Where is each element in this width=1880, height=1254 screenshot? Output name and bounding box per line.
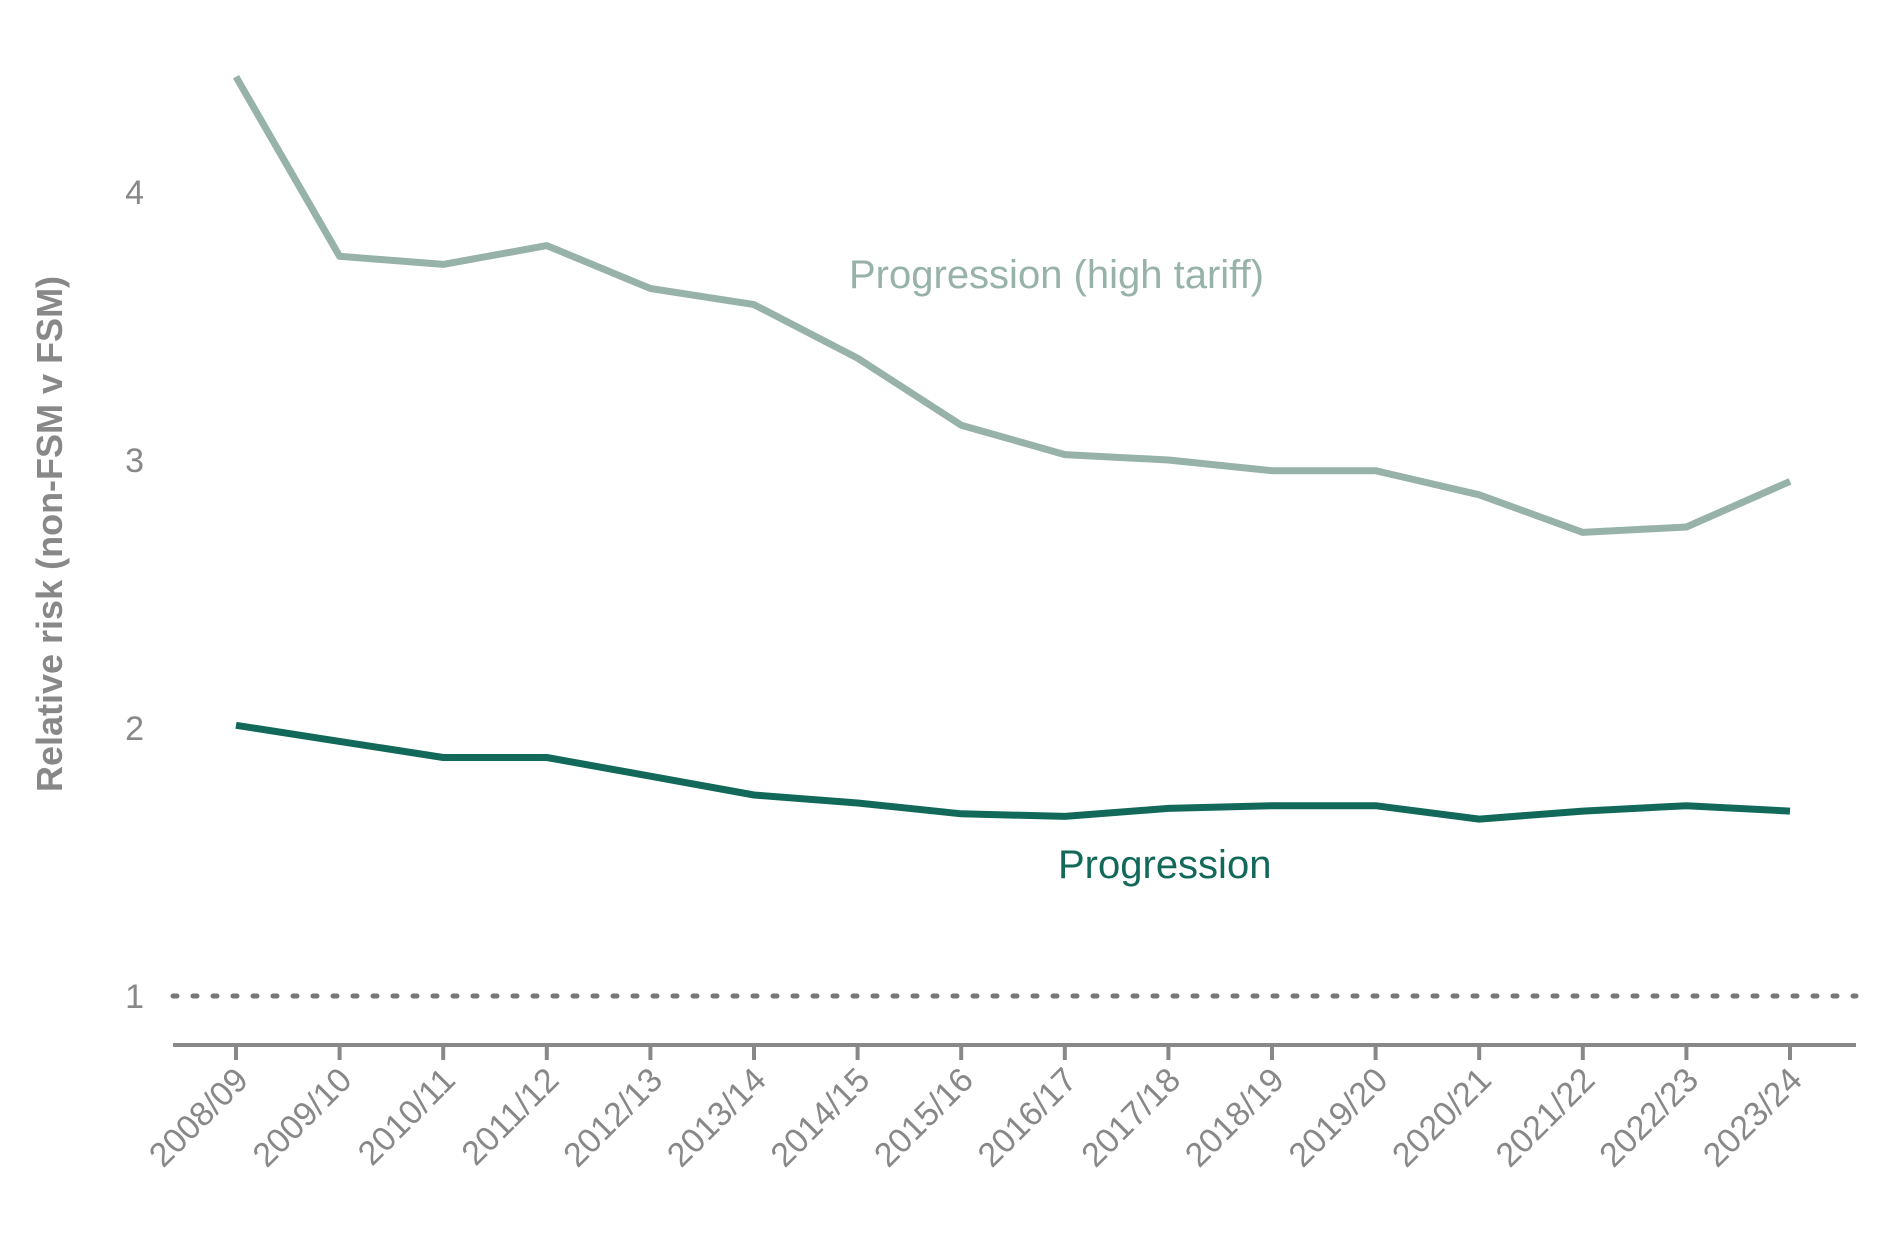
x-tick-label: 2020/21	[1385, 1061, 1499, 1175]
y-tick-label: 3	[125, 442, 144, 480]
y-tick-label: 4	[125, 174, 144, 212]
x-axis-ticks: 2008/092009/102010/112011/122012/132013/…	[142, 1045, 1810, 1175]
y-tick-label: 1	[125, 978, 144, 1016]
x-tick-label: 2023/24	[1696, 1061, 1810, 1175]
series-lines	[232, 75, 1792, 823]
series-line-progression-high-tariff	[232, 75, 1792, 536]
x-tick-label: 2008/09	[142, 1061, 256, 1175]
x-tick-label: 2017/18	[1074, 1061, 1188, 1175]
y-axis-ticks: 1 2 3 4	[125, 174, 144, 1016]
x-tick-label: 2015/16	[867, 1061, 981, 1175]
x-tick-label: 2013/14	[660, 1061, 774, 1175]
y-tick-label: 2	[125, 710, 144, 748]
series-line-progression	[235, 721, 1791, 823]
series-label-progression: Progression	[1058, 843, 1271, 887]
x-tick-label: 2010/11	[351, 1061, 463, 1173]
x-tick-label: 2016/17	[971, 1061, 1085, 1175]
x-tick-label: 2014/15	[763, 1061, 877, 1175]
x-tick-label: 2011/12	[454, 1061, 566, 1173]
series-label-progression-high-tariff: Progression (high tariff)	[849, 253, 1264, 297]
x-tick-label: 2012/13	[556, 1061, 670, 1175]
x-tick-label: 2019/20	[1281, 1061, 1395, 1175]
x-tick-label: 2022/23	[1592, 1061, 1706, 1175]
x-tick-label: 2009/10	[245, 1061, 359, 1175]
y-axis-title: Relative risk (non-FSM v FSM)	[29, 276, 70, 792]
x-tick-label: 2018/19	[1178, 1061, 1292, 1175]
x-tick-label: 2021/22	[1489, 1061, 1603, 1175]
